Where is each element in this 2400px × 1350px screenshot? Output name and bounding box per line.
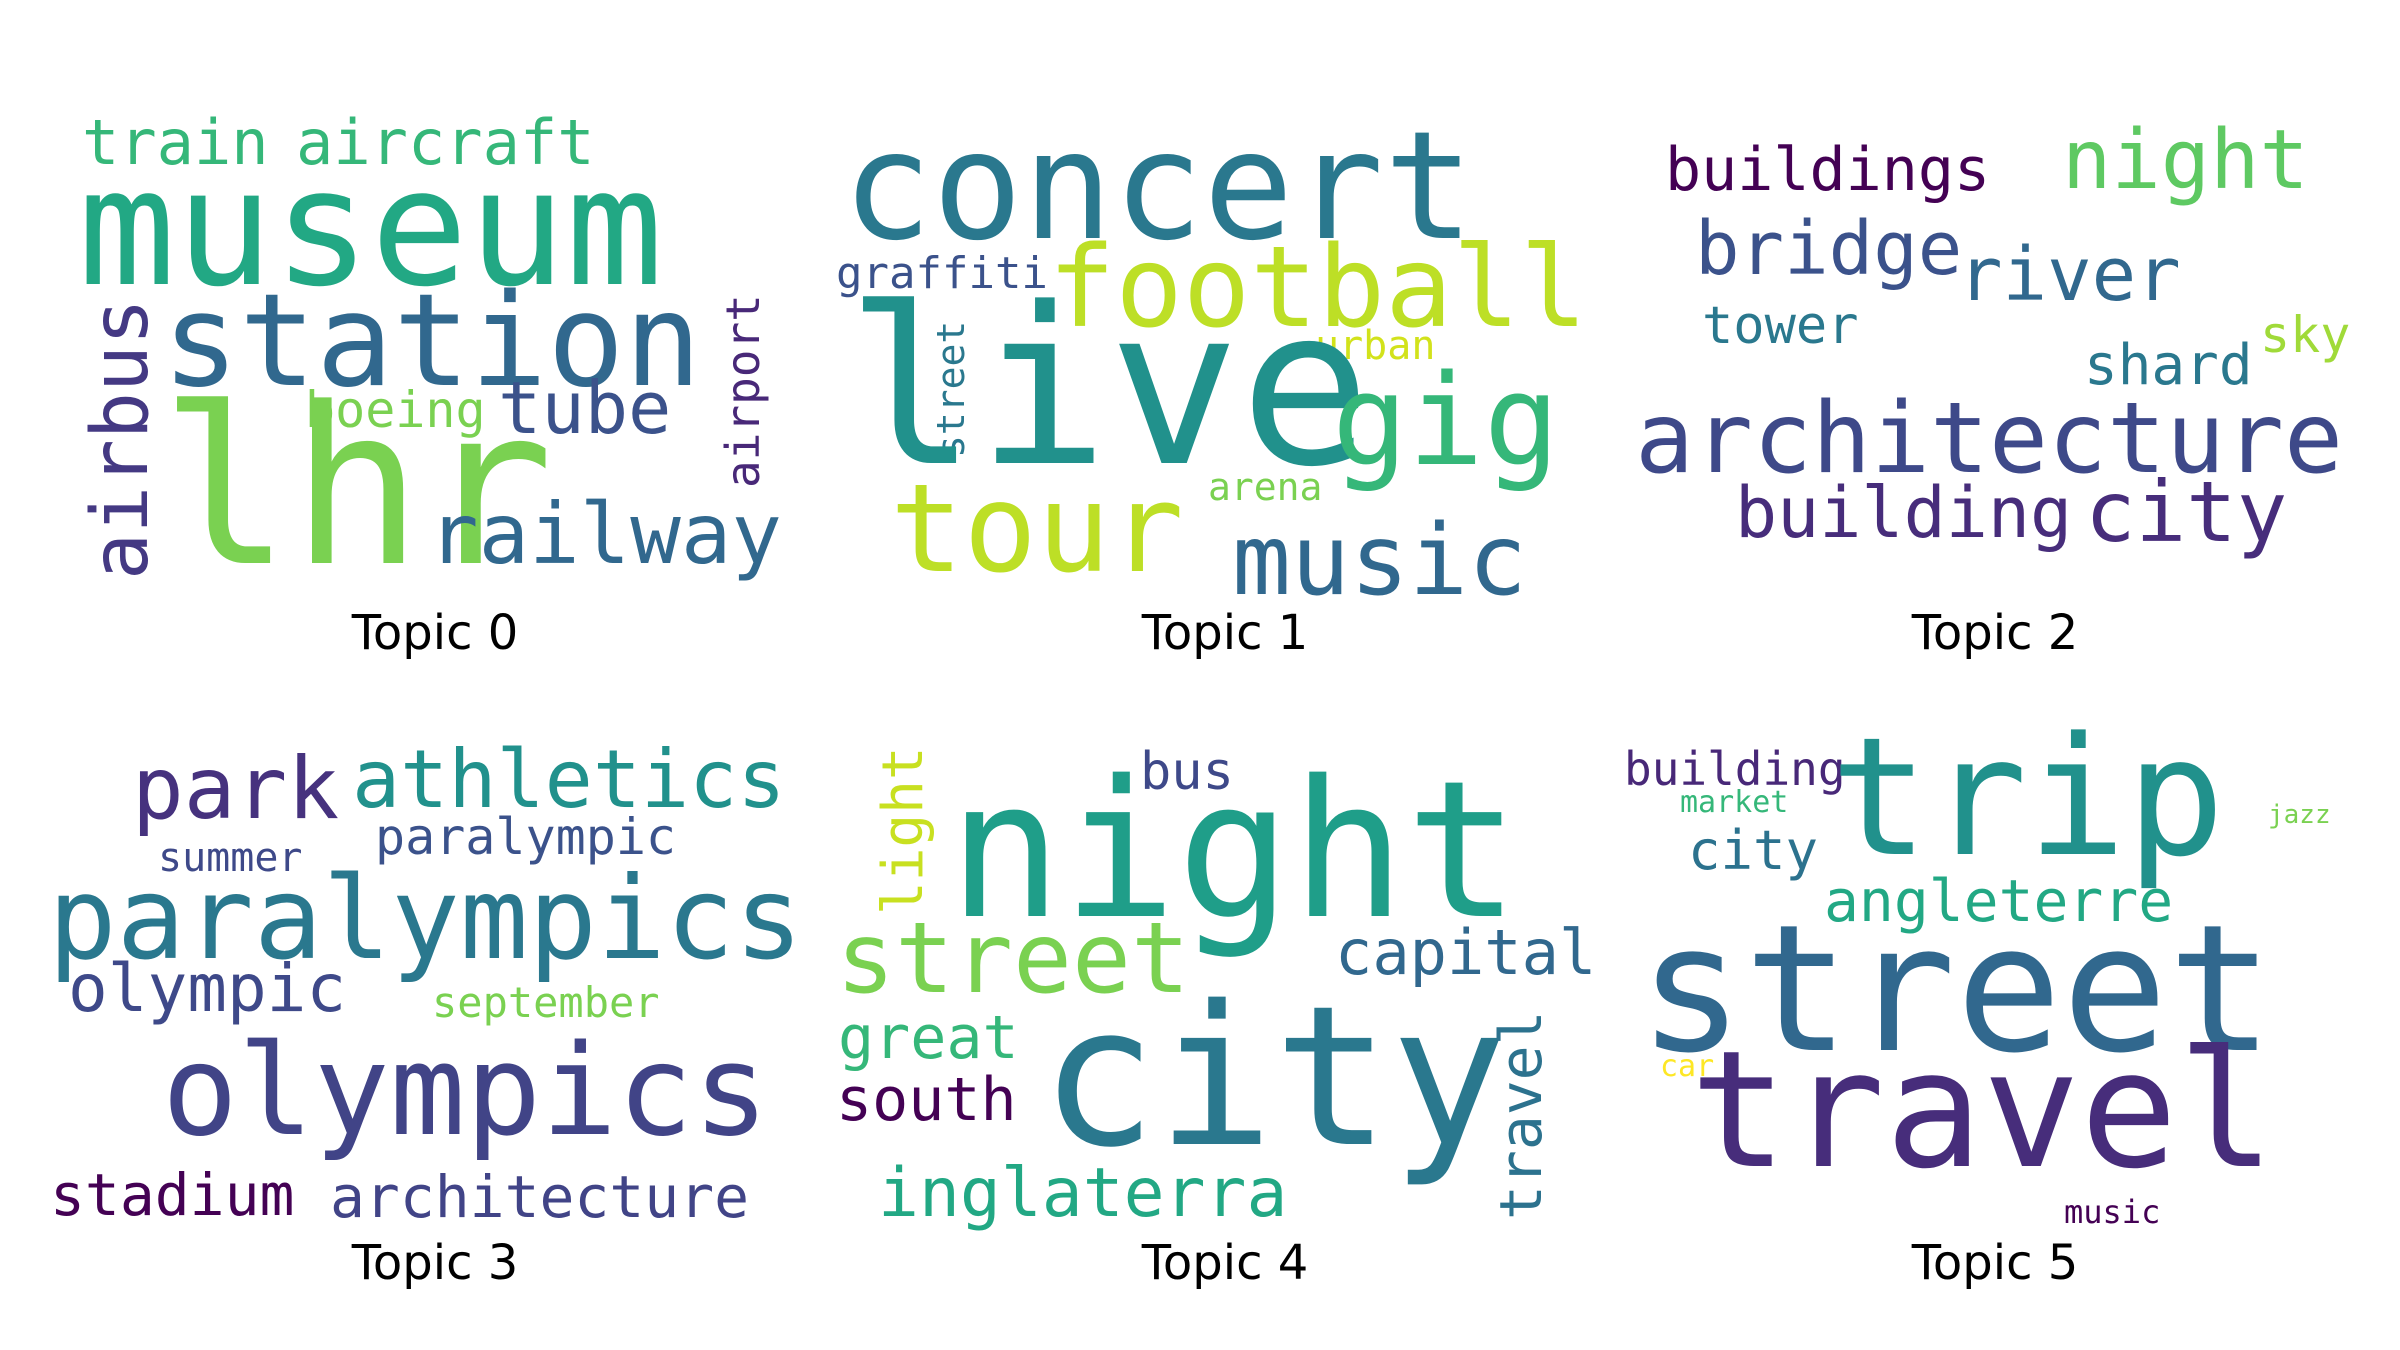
cloud-word: night	[948, 740, 1520, 961]
cloud-word: buildings	[1665, 135, 1991, 205]
cloud-word: park	[132, 739, 340, 839]
cloud-word: football	[1048, 223, 1588, 353]
topic-panel-4: light bus night street capital great sou…	[830, 690, 1620, 1320]
cloud-word: arena	[1208, 465, 1323, 509]
cloud-word: olympic	[68, 950, 347, 1027]
cloud-word: sky	[2260, 306, 2351, 364]
word-cloud: park athletics summer paralympic paralym…	[40, 690, 830, 1227]
cloud-word: building	[1624, 742, 1846, 796]
cloud-word: station	[162, 267, 702, 416]
cloud-word: travel	[1690, 1017, 2276, 1205]
cloud-word: light	[871, 746, 936, 915]
cloud-word: summer	[158, 835, 303, 881]
cloud-word: river	[1958, 232, 2181, 318]
cloud-word: market	[1680, 785, 1789, 820]
cloud-word: jazz	[2268, 800, 2331, 830]
topic-caption: Topic 4	[1141, 1235, 1309, 1291]
cloud-word: building	[1735, 472, 2073, 554]
cloud-word: trip	[1830, 702, 2225, 893]
cloud-word: airport	[716, 294, 770, 488]
topic-panel-5: building market trip city jazz angleterr…	[1600, 690, 2390, 1320]
cloud-word: city	[1040, 964, 1508, 1190]
topic-panel-2: buildings night bridge river tower sky s…	[1600, 60, 2390, 690]
cloud-word: live	[846, 262, 1371, 515]
cloud-word: music	[2064, 1193, 2161, 1231]
cloud-word: olympics	[162, 1017, 769, 1164]
cloud-word: tower	[1702, 296, 1859, 356]
cloud-word: concert	[842, 100, 1475, 274]
cloud-word: train	[82, 106, 269, 179]
word-cloud: concert graffiti football street urban l…	[830, 60, 1620, 610]
cloud-word: boeing	[305, 381, 486, 439]
cloud-word: architecture	[330, 1163, 750, 1231]
cloud-word: angleterre	[1824, 867, 2174, 935]
cloud-word: athletics	[352, 733, 786, 826]
cloud-word: graffiti	[836, 248, 1048, 299]
cloud-word: stadium	[50, 1161, 295, 1229]
cloud-word: paralympics	[48, 852, 803, 985]
cloud-word: street	[836, 902, 1191, 1016]
word-cloud: light bus night street capital great sou…	[830, 690, 1620, 1228]
topic-panel-3: park athletics summer paralympic paralym…	[40, 690, 830, 1320]
cloud-word: shard	[2084, 333, 2253, 398]
cloud-word: gig	[1332, 347, 1560, 494]
cloud-word: street	[1638, 887, 2274, 1092]
cloud-word: great	[838, 1003, 1019, 1073]
cloud-word: tube	[498, 366, 672, 450]
topic-caption: Topic 2	[1911, 605, 2079, 661]
cloud-word: tour	[890, 458, 1184, 600]
cloud-word: lhr	[160, 362, 554, 615]
topic-caption: Topic 5	[1911, 1235, 2079, 1291]
cloud-word: south	[836, 1065, 1017, 1135]
cloud-word: travel	[1487, 1010, 1555, 1220]
word-cloud: buildings night bridge river tower sky s…	[1600, 60, 2390, 590]
cloud-word: railway	[428, 485, 783, 583]
cloud-word: city	[1688, 819, 1819, 882]
cloud-word: music	[1232, 504, 1528, 618]
topic-panel-1: concert graffiti football street urban l…	[830, 60, 1620, 690]
cloud-word: city	[2085, 463, 2288, 561]
cloud-word: paralympic	[375, 808, 677, 866]
cloud-word: night	[2062, 113, 2309, 208]
topic-caption: Topic 1	[1141, 605, 1309, 661]
topic-caption: Topic 0	[351, 605, 519, 661]
cloud-word: aircraft	[296, 106, 595, 179]
cloud-word: bus	[1140, 742, 1234, 802]
topic-caption: Topic 3	[351, 1235, 519, 1291]
cloud-word: bridge	[1695, 206, 1963, 292]
cloud-word: urban	[1315, 323, 1436, 369]
cloud-word: september	[432, 978, 660, 1027]
cloud-word: capital	[1335, 916, 1597, 989]
cloud-word: architecture	[1635, 382, 2344, 496]
cloud-word: inglaterra	[878, 1154, 1288, 1233]
topic-panel-0: train aircraft museum station airbus boe…	[40, 60, 830, 690]
word-cloud: building market trip city jazz angleterr…	[1600, 690, 2390, 1229]
word-cloud: train aircraft museum station airbus boe…	[40, 60, 830, 598]
cloud-word: car	[1660, 1049, 1715, 1084]
cloud-word: airbus	[76, 298, 166, 580]
cloud-word: museum	[78, 135, 664, 323]
